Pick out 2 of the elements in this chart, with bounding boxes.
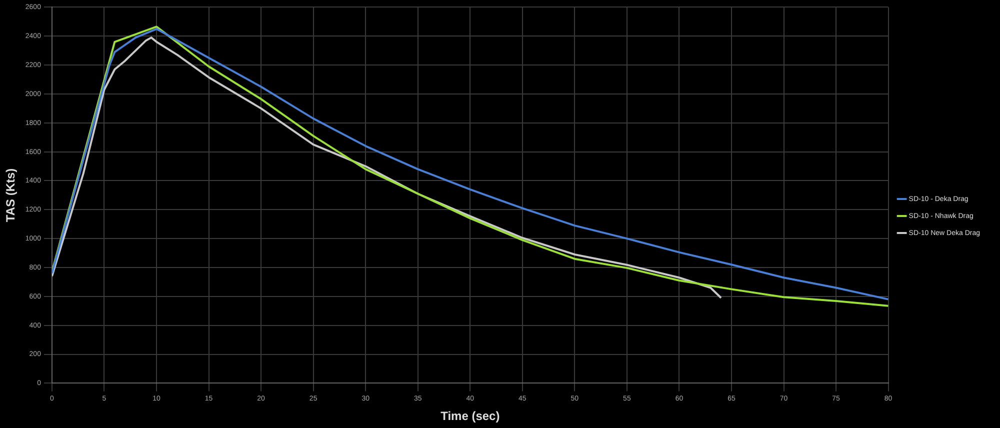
y-axis-title: TAS (Kts): [4, 168, 18, 222]
x-axis-title: Time (sec): [440, 409, 500, 424]
